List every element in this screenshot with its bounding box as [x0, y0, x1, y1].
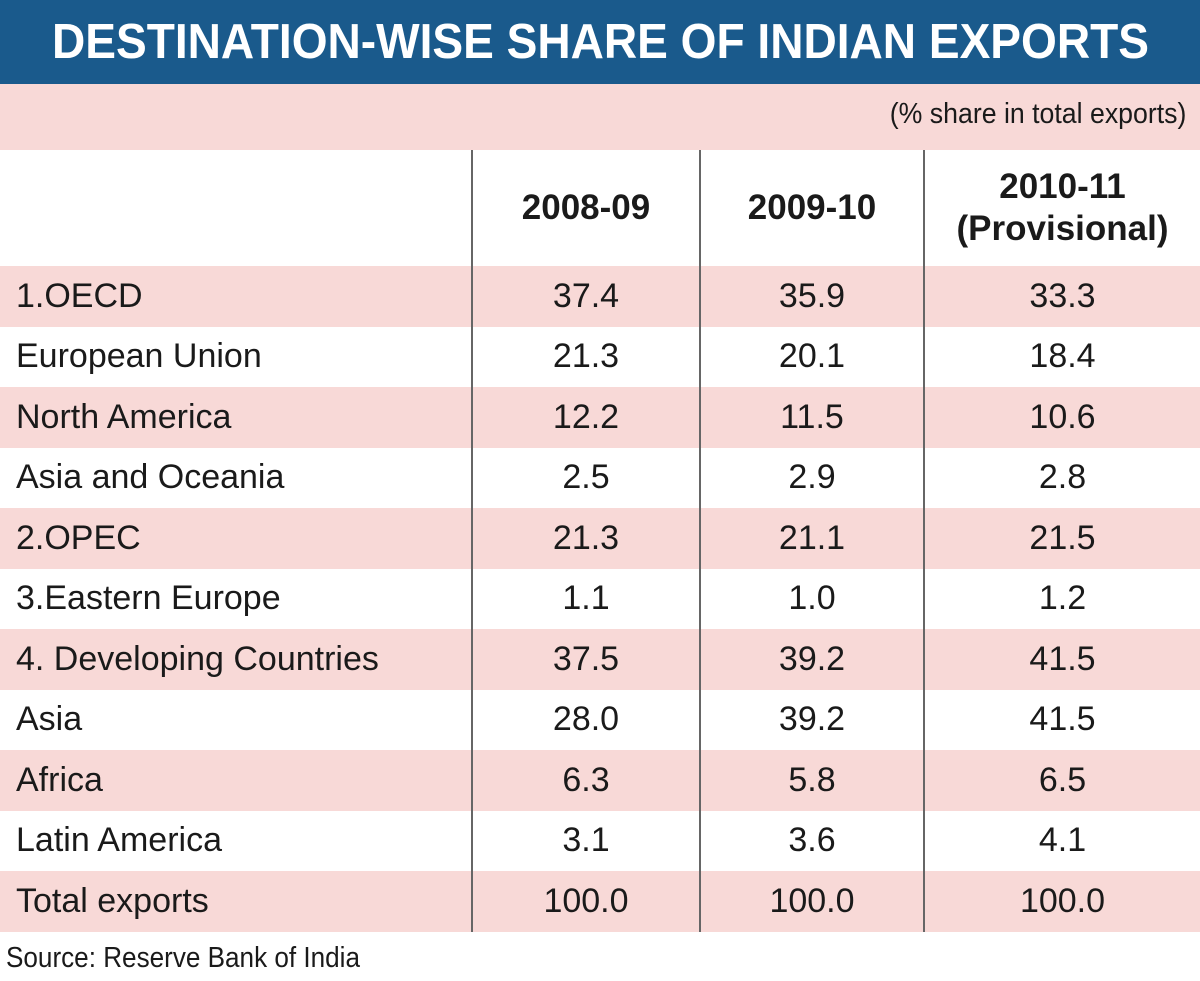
table-row: Latin America 3.1 3.6 4.1 — [0, 810, 1200, 871]
row-value-col-3: 1.2 — [923, 568, 1200, 629]
data-table: 2008-09 2009-10 2010-11 (Provisional) 1.… — [0, 150, 1200, 932]
row-value-col-2: 21.1 — [699, 508, 924, 569]
header-col-1: 2008-09 — [471, 150, 700, 266]
row-label: 2.OPEC — [0, 508, 472, 569]
row-value-col-1: 21.3 — [471, 508, 700, 569]
row-value-col-3: 100.0 — [923, 871, 1200, 932]
header-label-cell — [0, 150, 472, 266]
row-value-col-2: 100.0 — [699, 871, 924, 932]
row-label: Latin America — [0, 810, 472, 871]
row-value-col-2: 1.0 — [699, 568, 924, 629]
row-value-col-2: 20.1 — [699, 326, 924, 387]
row-value-col-3: 41.5 — [923, 629, 1200, 690]
row-label: 4. Developing Countries — [0, 629, 472, 690]
row-value-col-2: 39.2 — [699, 689, 924, 750]
table-row: 2.OPEC 21.3 21.1 21.5 — [0, 508, 1200, 569]
unit-note: (% share in total exports) — [889, 98, 1186, 130]
row-value-col-1: 100.0 — [471, 871, 700, 932]
row-value-col-1: 1.1 — [471, 568, 700, 629]
row-value-col-1: 37.5 — [471, 629, 700, 690]
row-value-col-2: 39.2 — [699, 629, 924, 690]
row-label: Africa — [0, 750, 472, 811]
unit-row: (% share in total exports) — [0, 84, 1200, 150]
source-note: Source: Reserve Bank of India — [6, 942, 360, 974]
table-row: North America 12.2 11.5 10.6 — [0, 387, 1200, 448]
row-value-col-3: 6.5 — [923, 750, 1200, 811]
header-col-3-line1: 2010-11 — [999, 167, 1126, 206]
row-value-col-2: 3.6 — [699, 810, 924, 871]
header-col-3-line2: (Provisional) — [956, 209, 1169, 248]
row-label: 1.OECD — [0, 266, 472, 327]
table-row: Asia 28.0 39.2 41.5 — [0, 689, 1200, 750]
row-value-col-3: 4.1 — [923, 810, 1200, 871]
header-col-1-line1: 2008-09 — [521, 188, 651, 227]
table-header: 2008-09 2009-10 2010-11 (Provisional) — [0, 150, 1200, 266]
row-value-col-1: 3.1 — [471, 810, 700, 871]
row-label: Total exports — [0, 871, 472, 932]
row-label: 3.Eastern Europe — [0, 568, 472, 629]
data-table-wrap: 2008-09 2009-10 2010-11 (Provisional) 1.… — [0, 150, 1200, 932]
table-row: Africa 6.3 5.8 6.5 — [0, 750, 1200, 811]
table-row: 1.OECD 37.4 35.9 33.3 — [0, 266, 1200, 327]
chart-title: DESTINATION-WISE SHARE OF INDIAN EXPORTS — [51, 15, 1149, 69]
row-label: Asia and Oceania — [0, 447, 472, 508]
row-value-col-2: 5.8 — [699, 750, 924, 811]
table-row: European Union 21.3 20.1 18.4 — [0, 326, 1200, 387]
row-value-col-3: 33.3 — [923, 266, 1200, 327]
table-body: 1.OECD 37.4 35.9 33.3 European Union 21.3 20.1… — [0, 266, 1200, 932]
row-value-col-1: 21.3 — [471, 326, 700, 387]
header-col-2: 2009-10 — [699, 150, 924, 266]
row-value-col-1: 28.0 — [471, 689, 700, 750]
row-value-col-1: 12.2 — [471, 387, 700, 448]
row-value-col-3: 41.5 — [923, 689, 1200, 750]
table-row: Asia and Oceania 2.5 2.9 2.8 — [0, 447, 1200, 508]
row-value-col-1: 2.5 — [471, 447, 700, 508]
row-value-col-3: 2.8 — [923, 447, 1200, 508]
header-col-2-line1: 2009-10 — [747, 188, 877, 227]
row-value-col-3: 18.4 — [923, 326, 1200, 387]
row-label: Asia — [0, 689, 472, 750]
table-row: 3.Eastern Europe 1.1 1.0 1.2 — [0, 568, 1200, 629]
row-label: North America — [0, 387, 472, 448]
row-value-col-1: 6.3 — [471, 750, 700, 811]
title-bar: DESTINATION-WISE SHARE OF INDIAN EXPORTS — [0, 0, 1200, 84]
table-row: Total exports 100.0 100.0 100.0 — [0, 871, 1200, 932]
row-value-col-2: 11.5 — [699, 387, 924, 448]
row-label: European Union — [0, 326, 472, 387]
header-col-3: 2010-11 (Provisional) — [923, 150, 1200, 266]
row-value-col-1: 37.4 — [471, 266, 700, 327]
header-row: 2008-09 2009-10 2010-11 (Provisional) — [0, 150, 1200, 266]
row-value-col-3: 21.5 — [923, 508, 1200, 569]
table-row: 4. Developing Countries 37.5 39.2 41.5 — [0, 629, 1200, 690]
row-value-col-3: 10.6 — [923, 387, 1200, 448]
row-value-col-2: 35.9 — [699, 266, 924, 327]
row-value-col-2: 2.9 — [699, 447, 924, 508]
